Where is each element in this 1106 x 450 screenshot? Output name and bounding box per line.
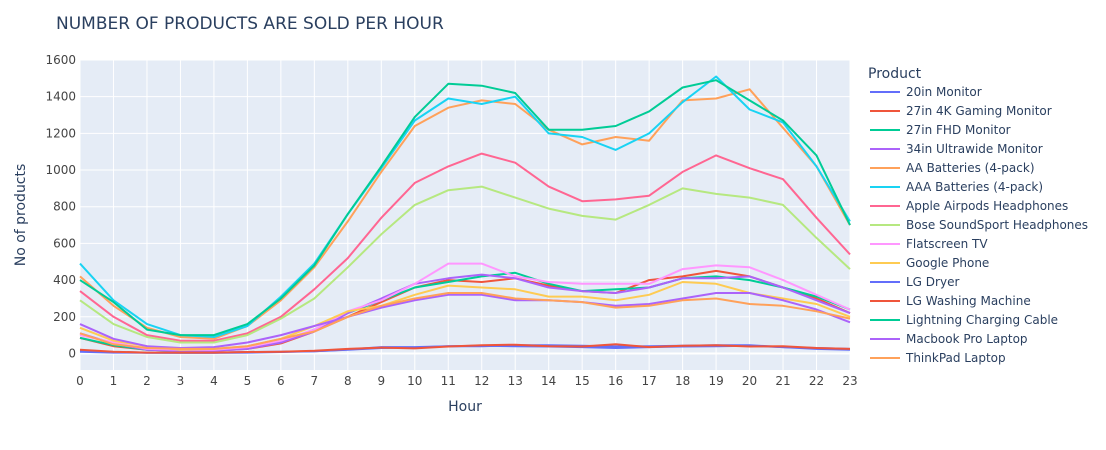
x-tick-label: 16 bbox=[608, 374, 623, 388]
y-tick-label: 1600 bbox=[45, 53, 76, 67]
x-tick-label: 14 bbox=[541, 374, 556, 388]
x-tick-label: 9 bbox=[377, 374, 385, 388]
y-tick-label: 800 bbox=[53, 200, 76, 214]
y-tick-label: 1400 bbox=[45, 90, 76, 104]
legend-label: LG Dryer bbox=[906, 275, 959, 289]
legend-item[interactable]: Google Phone bbox=[870, 256, 989, 270]
legend-label: Flatscreen TV bbox=[906, 237, 988, 251]
y-axis-title: No of products bbox=[13, 164, 29, 267]
legend-item[interactable]: LG Dryer bbox=[870, 275, 959, 289]
x-tick-label: 19 bbox=[708, 374, 723, 388]
legend-label: AAA Batteries (4-pack) bbox=[906, 180, 1043, 194]
legend-label: Macbook Pro Laptop bbox=[906, 332, 1028, 346]
legend-item[interactable]: AAA Batteries (4-pack) bbox=[870, 180, 1043, 194]
series-line bbox=[79, 343, 851, 354]
series-line bbox=[79, 88, 851, 340]
y-tick-label: 600 bbox=[53, 236, 76, 250]
x-tick-label: 23 bbox=[842, 374, 857, 388]
x-tick-label: 2 bbox=[143, 374, 151, 388]
x-tick-label: 1 bbox=[110, 374, 118, 388]
legend-item[interactable]: 27in FHD Monitor bbox=[870, 123, 1011, 137]
x-tick-label: 21 bbox=[775, 374, 790, 388]
y-tick-labels: 0 200 400 600 800 1000 1200 1400 1600 bbox=[45, 53, 76, 360]
series-line bbox=[79, 152, 851, 342]
legend-item[interactable]: Macbook Pro Laptop bbox=[870, 332, 1028, 346]
series-line bbox=[79, 75, 851, 338]
legend-item[interactable]: 27in 4K Gaming Monitor bbox=[870, 104, 1052, 118]
x-tick-label: 18 bbox=[675, 374, 690, 388]
series-line bbox=[79, 185, 851, 344]
legend-label: LG Washing Machine bbox=[906, 294, 1031, 308]
legend-item[interactable]: ThinkPad Laptop bbox=[870, 351, 1006, 365]
legend-item[interactable]: Apple Airpods Headphones bbox=[870, 199, 1068, 213]
x-tick-label: 6 bbox=[277, 374, 285, 388]
x-tick-label: 0 bbox=[76, 374, 84, 388]
series-line bbox=[79, 292, 851, 350]
legend-item[interactable]: AA Batteries (4-pack) bbox=[870, 161, 1035, 175]
y-tick-label: 0 bbox=[68, 346, 76, 360]
x-tick-label: 13 bbox=[508, 374, 523, 388]
legend-label: ThinkPad Laptop bbox=[905, 351, 1006, 365]
chart-title: NUMBER OF PRODUCTS ARE SOLD PER HOUR bbox=[56, 14, 444, 34]
legend-item[interactable]: LG Washing Machine bbox=[870, 294, 1031, 308]
legend-label: Apple Airpods Headphones bbox=[906, 199, 1068, 213]
x-tick-label: 3 bbox=[177, 374, 185, 388]
series-line bbox=[79, 292, 851, 349]
legend-label: Google Phone bbox=[906, 256, 989, 270]
y-tick-label: 1000 bbox=[45, 163, 76, 177]
x-axis-title: Hour bbox=[448, 399, 482, 415]
x-tick-label: 5 bbox=[244, 374, 252, 388]
x-tick-label: 15 bbox=[575, 374, 590, 388]
legend-label: 34in Ultrawide Monitor bbox=[906, 142, 1043, 156]
y-tick-label: 1200 bbox=[45, 126, 76, 140]
x-tick-label: 20 bbox=[742, 374, 757, 388]
x-tick-label: 8 bbox=[344, 374, 352, 388]
legend-label: 27in FHD Monitor bbox=[906, 123, 1011, 137]
legend-title: Product bbox=[868, 66, 922, 82]
legend-label: 20in Monitor bbox=[906, 85, 982, 99]
legend-item[interactable]: Flatscreen TV bbox=[870, 237, 988, 251]
legend-item[interactable]: Bose SoundSport Headphones bbox=[870, 218, 1088, 232]
x-tick-label: 12 bbox=[474, 374, 489, 388]
legend[interactable]: 20in Monitor 27in 4K Gaming Monitor 27in F… bbox=[870, 85, 1088, 365]
x-tick-label: 4 bbox=[210, 374, 218, 388]
y-tick-label: 200 bbox=[53, 310, 76, 324]
x-tick-label: 22 bbox=[809, 374, 824, 388]
x-tick-label: 10 bbox=[407, 374, 422, 388]
legend-label: Bose SoundSport Headphones bbox=[906, 218, 1088, 232]
legend-item[interactable]: 20in Monitor bbox=[870, 85, 982, 99]
legend-label: 27in 4K Gaming Monitor bbox=[906, 104, 1052, 118]
y-tick-label: 400 bbox=[53, 273, 76, 287]
legend-label: AA Batteries (4-pack) bbox=[906, 161, 1035, 175]
x-tick-labels: 0 1 2 3 4 5 6 7 8 9 10 11 12 13 14 15 16 17 18 19 20 21 22 23 bbox=[76, 374, 857, 388]
plot-area bbox=[80, 60, 850, 370]
legend-item[interactable]: 34in Ultrawide Monitor bbox=[870, 142, 1043, 156]
legend-item[interactable]: Lightning Charging Cable bbox=[870, 313, 1058, 327]
x-tick-label: 11 bbox=[441, 374, 456, 388]
series-lines bbox=[79, 75, 851, 354]
series-line bbox=[79, 79, 851, 337]
x-tick-label: 17 bbox=[641, 374, 656, 388]
x-tick-label: 7 bbox=[311, 374, 319, 388]
legend-label: Lightning Charging Cable bbox=[906, 313, 1058, 327]
